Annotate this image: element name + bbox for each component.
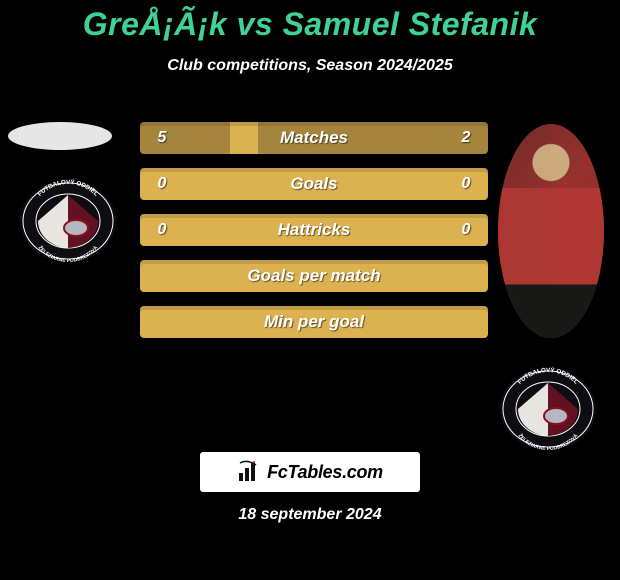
club-badge-right: FUTBALOVÝ ODDIEL ŽELEZIARNE PODBREZOVÁ [498, 366, 598, 452]
stat-row-goals: 0 Goals 0 [140, 168, 488, 200]
footer-date: 18 september 2024 [0, 506, 620, 524]
stat-row-matches: 5 Matches 2 [140, 122, 488, 154]
stat-label: Goals [140, 168, 488, 200]
stat-value-right: 2 [448, 122, 484, 154]
player-left-photo [8, 122, 112, 150]
stat-label: Min per goal [140, 306, 488, 338]
stat-value-right [448, 306, 484, 338]
season-subtitle: Club competitions, Season 2024/2025 [0, 57, 620, 75]
stat-row-min-per-goal: Min per goal [140, 306, 488, 338]
comparison-title: GreÅ¡Ã¡k vs Samuel Stefanik [0, 6, 620, 43]
credit-badge: FcTables.com [200, 452, 420, 492]
stat-label: Hattricks [140, 214, 488, 246]
stat-row-goals-per-match: Goals per match [140, 260, 488, 292]
stats-block: 5 Matches 2 0 Goals 0 0 Hattricks 0 Goal… [140, 122, 488, 352]
stat-value-right [448, 260, 484, 292]
credit-text: FcTables.com [267, 462, 383, 483]
stat-label: Goals per match [140, 260, 488, 292]
player-right-photo [498, 124, 604, 338]
stat-value-right: 0 [448, 214, 484, 246]
stat-row-hattricks: 0 Hattricks 0 [140, 214, 488, 246]
stat-value-right: 0 [448, 168, 484, 200]
bars-icon [237, 460, 261, 484]
stat-label: Matches [140, 122, 488, 154]
club-badge-left: FUTBALOVÝ ODDIEL ŽELEZIARNE PODBREZOVÁ [18, 178, 118, 264]
